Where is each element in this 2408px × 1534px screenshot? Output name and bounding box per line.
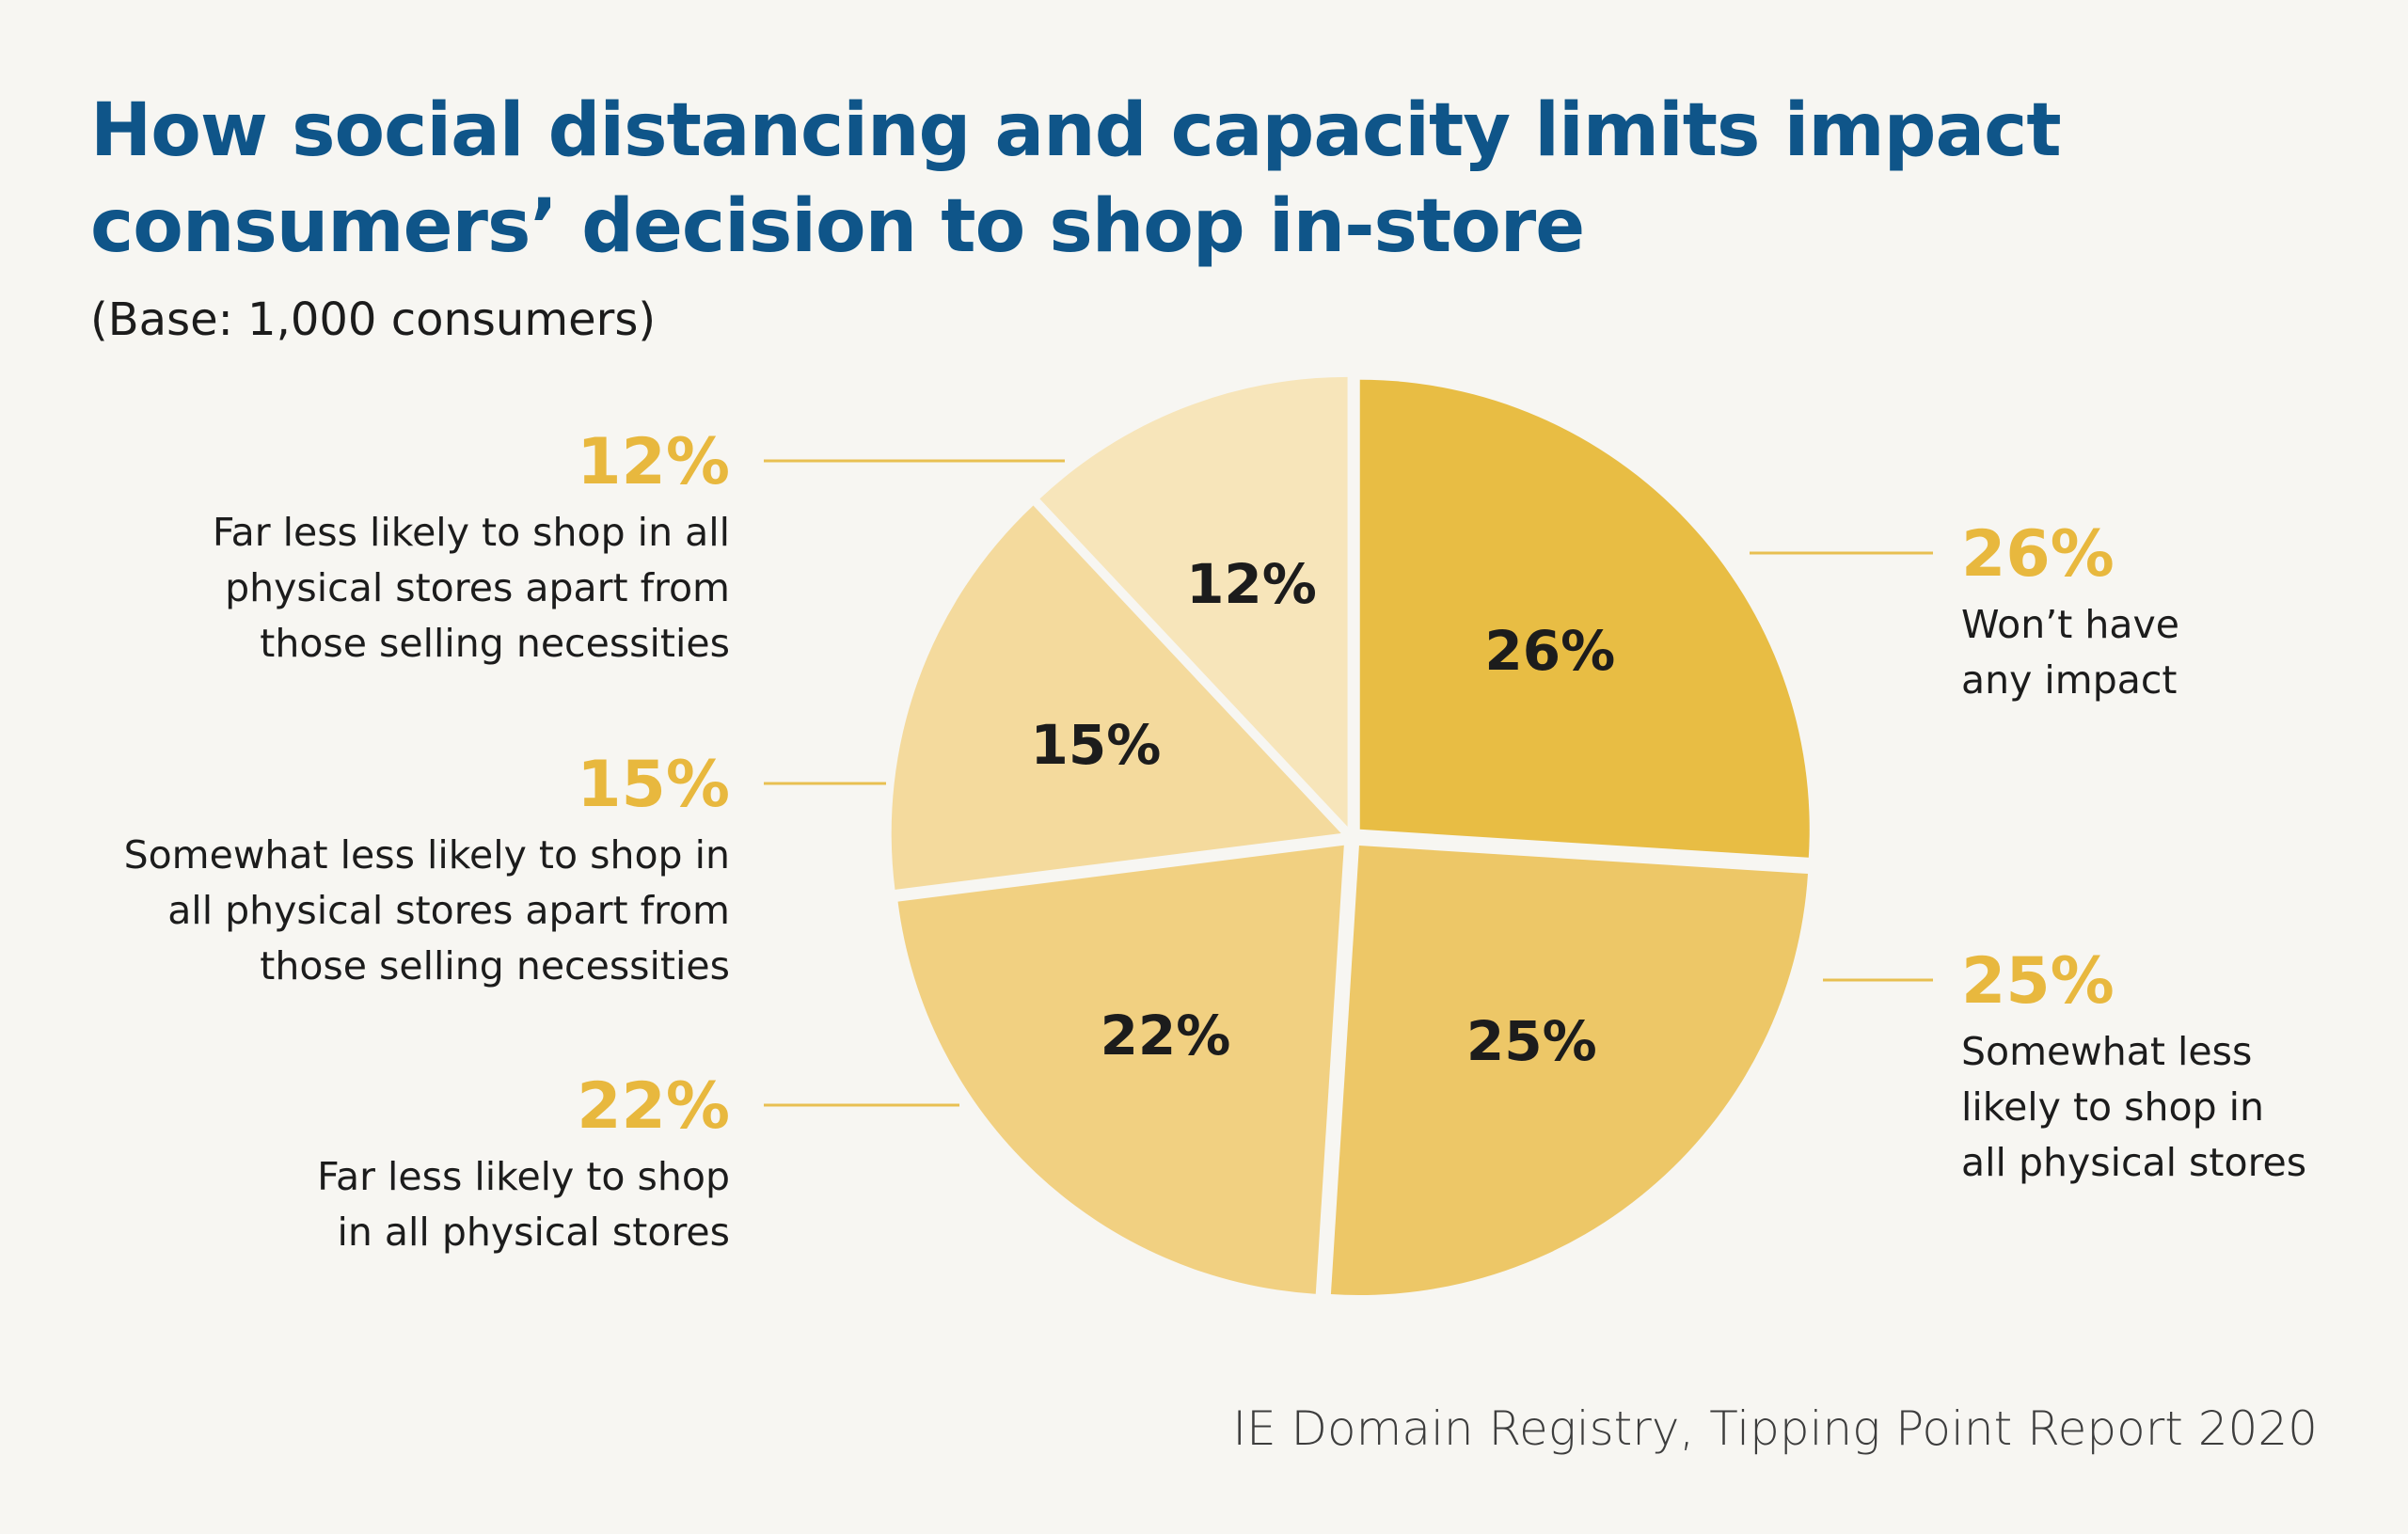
callout-description-no-impact-line-1: Won’t have	[1961, 602, 2179, 647]
callout-description-somewhat-less-apart-necessities-line-2: all physical stores apart from	[167, 888, 730, 933]
chart-subtitle: (Base: 1,000 consumers)	[90, 293, 657, 346]
callout-value-no-impact: 26%	[1961, 517, 2115, 592]
callout-description-far-less-apart-necessities-line-1: Far less likely to shop in all	[213, 510, 730, 555]
callout-description-no-impact-line-2: any impact	[1961, 657, 2178, 703]
pie-slice-somewhat-less-all-stores	[1330, 846, 1808, 1296]
pie-callouts: 26% Won’t have any impact 25% Somewhat less l…	[124, 425, 2307, 1255]
chart-title: How social distancing and capacity limit…	[90, 83, 2254, 275]
callout-description-somewhat-less-apart-necessities-line-3: those selling necessities	[260, 943, 730, 988]
pie-slice-far-less-apart-necessities	[1039, 376, 1348, 827]
callout-far-less-all-stores: 22% Far less likely to shop in all physica…	[317, 1069, 959, 1255]
callout-value-far-less-apart-necessities: 12%	[577, 425, 730, 499]
callout-description-somewhat-less-all-stores-line-1: Somewhat less	[1961, 1029, 2252, 1074]
callout-no-impact: 26% Won’t have any impact	[1750, 517, 2179, 703]
callout-description-far-less-all-stores-line-1: Far less likely to shop	[317, 1154, 730, 1199]
callout-description-far-less-all-stores-line-2: in all physical stores	[337, 1210, 730, 1255]
slice-label-somewhat-less-apart-necessities: 15%	[1030, 713, 1161, 777]
callout-value-somewhat-less-apart-necessities: 15%	[577, 748, 730, 822]
callout-value-somewhat-less-all-stores: 25%	[1961, 944, 2115, 1019]
callout-value-far-less-all-stores: 22%	[577, 1069, 730, 1144]
source-credit: IE Domain Registry, Tipping Point Report…	[1232, 1401, 2318, 1456]
slice-label-far-less-apart-necessities: 12%	[1186, 552, 1317, 616]
callout-somewhat-less-apart-necessities: 15% Somewhat less likely to shop in all ph…	[124, 748, 886, 988]
slice-label-somewhat-less-all-stores: 25%	[1466, 1009, 1597, 1073]
pie-slice-far-less-all-stores	[897, 845, 1344, 1294]
callout-description-somewhat-less-all-stores-line-2: likely to shop in	[1961, 1084, 2264, 1130]
callout-somewhat-less-all-stores: 25% Somewhat less likely to shop in all phy…	[1823, 944, 2306, 1185]
slice-label-far-less-all-stores: 22%	[1101, 1004, 1231, 1067]
pie-slice-labels: 26% 25% 22% 15% 12%	[1030, 552, 1615, 1073]
callout-description-far-less-apart-necessities-line-3: those selling necessities	[260, 621, 730, 666]
pie-slices	[891, 376, 1810, 1296]
callout-description-somewhat-less-all-stores-line-3: all physical stores	[1961, 1140, 2306, 1185]
callout-far-less-apart-necessities: 12% Far less likely to shop in all physica…	[213, 425, 1065, 666]
pie-slice-somewhat-less-apart-necessities	[891, 505, 1341, 890]
callout-description-somewhat-less-apart-necessities-line-1: Somewhat less likely to shop in	[124, 832, 730, 878]
callout-description-far-less-apart-necessities-line-2: physical stores apart from	[225, 565, 730, 610]
pie-slice-no-impact	[1359, 379, 1810, 858]
slice-label-no-impact: 26%	[1484, 619, 1615, 683]
chart-title-line-1: How social distancing and capacity limit…	[90, 88, 2062, 173]
chart-title-line-2: consumers’ decision to shop in-store	[90, 184, 1585, 269]
